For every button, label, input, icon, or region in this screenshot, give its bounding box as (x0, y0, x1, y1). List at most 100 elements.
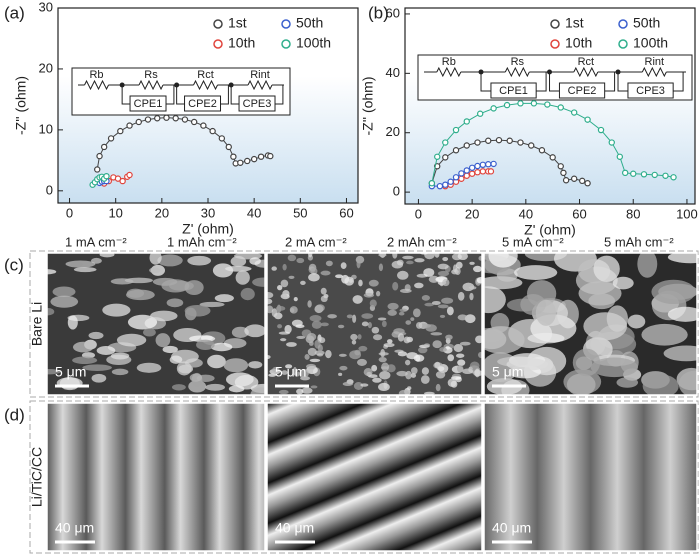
data-point (209, 127, 216, 135)
sem-texture (435, 371, 446, 379)
y-axis-label: -Z'' (ohm) (360, 76, 376, 135)
sem-texture (392, 253, 398, 259)
sem-texture (72, 341, 94, 353)
sem-border (46, 402, 266, 552)
data-point (428, 180, 436, 187)
sem-texture (88, 331, 104, 340)
data-point (218, 135, 226, 142)
sem-texture (435, 383, 441, 392)
legend-marker (213, 39, 223, 49)
data-point (479, 168, 487, 175)
sem-texture (187, 255, 212, 266)
condition-label: 5 mAh cm⁻² (604, 234, 674, 249)
y-tick-label: 40 (386, 65, 400, 80)
sem-texture (249, 257, 261, 265)
cpe-label: CPE3 (636, 85, 665, 97)
sem-texture (267, 354, 271, 360)
sem-texture (402, 255, 414, 260)
data-point (528, 142, 535, 149)
resistor (247, 79, 273, 91)
x-tick-label: 60 (572, 206, 586, 221)
sem-texture (583, 312, 628, 341)
data-point (257, 153, 265, 160)
data-point (474, 139, 481, 146)
sem-texture (169, 355, 183, 364)
x-tick-label: 20 (465, 206, 479, 221)
data-point (474, 162, 481, 170)
sem-texture (162, 345, 178, 354)
sem-image (484, 253, 697, 395)
y-tick-label: 0 (46, 182, 53, 197)
sem-texture (442, 256, 449, 262)
sem-texture (593, 255, 620, 282)
resistor (504, 66, 530, 78)
sem-texture (410, 373, 417, 378)
sem-texture (205, 383, 225, 391)
condition-label: 5 mA cm⁻² (502, 234, 564, 249)
sem-texture (386, 339, 393, 344)
sem-texture (464, 314, 476, 324)
resistor-label: Rb (442, 56, 456, 68)
sem-texture (287, 254, 297, 262)
sem-texture (356, 259, 361, 269)
sem-texture (308, 273, 320, 282)
sem-texture (99, 253, 115, 258)
sem-texture (155, 333, 171, 348)
sem-texture (338, 353, 347, 357)
sem-texture (228, 385, 245, 393)
sem-texture (434, 361, 441, 369)
sem-texture (281, 370, 288, 375)
sem-texture (272, 366, 280, 373)
sem-texture (267, 305, 274, 314)
data-point (463, 142, 470, 149)
sem-texture (437, 304, 449, 309)
sem-texture (396, 370, 408, 377)
sem-image (47, 403, 265, 551)
sem-texture (378, 263, 384, 272)
sem-texture (351, 339, 357, 345)
data-point (608, 139, 615, 146)
sem-texture (588, 293, 616, 310)
data-point (538, 147, 546, 154)
sem-bg (267, 403, 482, 551)
x-tick-label: 40 (519, 206, 533, 221)
sem-texture (342, 381, 354, 387)
sem-texture (378, 382, 390, 392)
data-point (135, 118, 142, 126)
sem-texture (293, 296, 298, 302)
sem-texture (358, 279, 363, 287)
data-point (490, 105, 497, 112)
plot-frame (404, 7, 696, 205)
data-point (458, 175, 465, 182)
data-point (557, 163, 564, 170)
data-point (237, 159, 244, 166)
data-point (458, 170, 465, 177)
sem-texture (72, 356, 98, 365)
sem-texture (50, 295, 79, 308)
sem-texture (250, 387, 265, 395)
sem-border (483, 252, 698, 396)
sem-texture (358, 345, 368, 352)
sem-texture (110, 352, 130, 360)
sem-border (46, 252, 266, 396)
legend-label: 1st (228, 15, 247, 31)
x-tick-label: 0 (66, 205, 73, 220)
y-tick-label: 20 (39, 60, 53, 75)
sem-texture (111, 368, 129, 376)
sem-texture (320, 287, 327, 295)
x-axis-label: Z' (ohm) (524, 222, 576, 238)
data-point (560, 169, 567, 177)
sem-texture (423, 391, 435, 395)
sem-texture (474, 368, 481, 378)
data-point (517, 100, 524, 107)
sem-texture (420, 375, 430, 384)
sem-texture (414, 258, 425, 263)
data-point (616, 153, 624, 160)
cpe-label: CPE2 (568, 85, 597, 97)
x-tick-label: 50 (293, 205, 307, 220)
sem-texture (184, 304, 211, 317)
panel-label: (c) (4, 255, 24, 274)
sem-texture (176, 361, 192, 376)
sem-texture (335, 274, 343, 279)
sem-texture (280, 279, 289, 288)
